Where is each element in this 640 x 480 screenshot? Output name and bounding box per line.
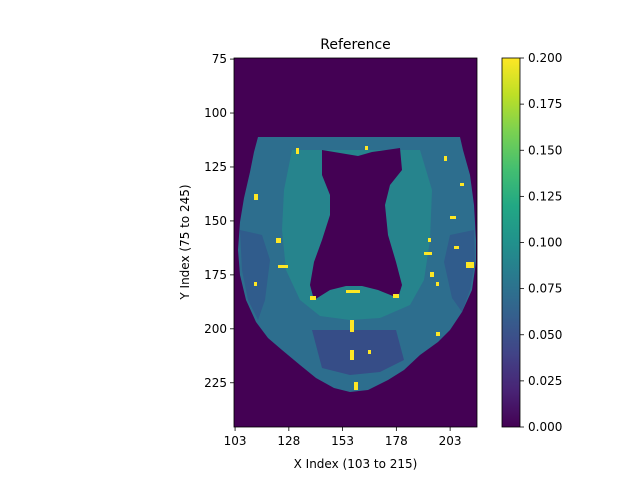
colorbar-tick-label: 0.050 — [528, 328, 562, 342]
chart-title: Reference — [320, 37, 391, 53]
y-tick-label: 125 — [204, 160, 227, 174]
cortex-fringe — [444, 230, 475, 312]
colorbar-tick-label: 0.125 — [528, 189, 562, 203]
colorbar-axis: 0.000 0.025 0.050 0.075 0.100 0.125 0.150 0.175… — [520, 51, 562, 434]
colorbar-tick-label: 0.075 — [528, 282, 562, 296]
colorbar-tick-label: 0.000 — [528, 420, 562, 434]
colorbar — [501, 57, 521, 428]
heatmap-image — [234, 58, 477, 427]
y-tick-label: 225 — [204, 376, 227, 390]
x-axis: 103 128 153 178 203 — [224, 427, 462, 448]
y-tick-label: 175 — [204, 268, 227, 282]
colorbar-tick-label: 0.200 — [528, 51, 562, 65]
y-tick-label: 100 — [204, 106, 227, 120]
y-tick-label: 150 — [204, 214, 227, 228]
cortex-fringe — [240, 230, 270, 320]
x-tick-label: 203 — [439, 434, 462, 448]
colorbar-tick-label: 0.150 — [528, 143, 562, 157]
colorbar-tick-label: 0.100 — [528, 236, 562, 250]
ventricle-region — [310, 148, 402, 300]
x-tick-label: 103 — [224, 434, 247, 448]
x-tick-label: 178 — [385, 434, 408, 448]
y-tick-label: 75 — [212, 52, 227, 66]
bright-speckles — [254, 146, 474, 390]
colorbar-tick-label: 0.175 — [528, 97, 562, 111]
x-axis-label: X Index (103 to 215) — [294, 457, 418, 471]
y-axis-label: Y Index (75 to 245) — [178, 184, 192, 300]
colorbar-tick-label: 0.025 — [528, 374, 562, 388]
y-axis: 75 100 125 150 175 200 225 — [204, 52, 234, 390]
y-tick-label: 200 — [204, 322, 227, 336]
plot-frame — [233, 57, 478, 428]
x-tick-label: 128 — [277, 434, 300, 448]
lower-structure — [312, 330, 404, 375]
x-tick-label: 153 — [331, 434, 354, 448]
